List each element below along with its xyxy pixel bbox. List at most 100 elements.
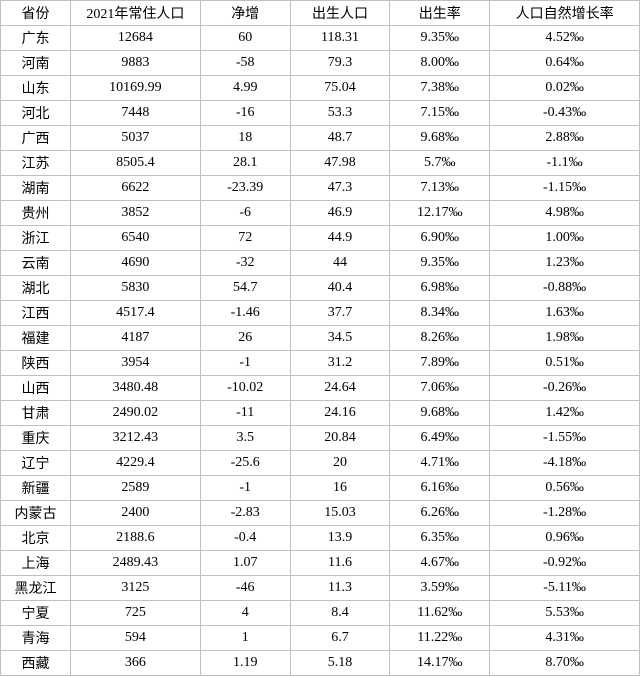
cell: -0.4 (200, 526, 290, 551)
cell: 7.13‰ (390, 176, 490, 201)
cell: 5830 (70, 276, 200, 301)
cell: 1.63‰ (490, 301, 640, 326)
cell: 7.38‰ (390, 76, 490, 101)
cell: 福建 (1, 326, 71, 351)
cell: 贵州 (1, 201, 71, 226)
cell: -1.46 (200, 301, 290, 326)
table-row: 湖北583054.740.46.98‰-0.88‰ (1, 276, 640, 301)
cell: 6.90‰ (390, 226, 490, 251)
table-row: 云南4690-32449.35‰1.23‰ (1, 251, 640, 276)
cell: 11.6 (290, 551, 390, 576)
cell: 1.07 (200, 551, 290, 576)
cell: 12.17‰ (390, 201, 490, 226)
cell: 湖北 (1, 276, 71, 301)
cell: 2188.6 (70, 526, 200, 551)
cell: 118.31 (290, 26, 390, 51)
cell: 重庆 (1, 426, 71, 451)
cell: 广东 (1, 26, 71, 51)
table-body: 广东1268460118.319.35‰4.52‰河南9883-5879.38.… (1, 26, 640, 676)
cell: 8.34‰ (390, 301, 490, 326)
table-row: 青海59416.711.22‰4.31‰ (1, 626, 640, 651)
cell: 8.4 (290, 601, 390, 626)
cell: 11.22‰ (390, 626, 490, 651)
cell: -16 (200, 101, 290, 126)
col-header-province: 省份 (1, 1, 71, 26)
table-row: 新疆2589-1166.16‰0.56‰ (1, 476, 640, 501)
cell: 24.16 (290, 401, 390, 426)
table-row: 贵州3852-646.912.17‰4.98‰ (1, 201, 640, 226)
cell: 1.42‰ (490, 401, 640, 426)
cell: 46.9 (290, 201, 390, 226)
cell: 44 (290, 251, 390, 276)
table-header-row: 省份 2021年常住人口 净增 出生人口 出生率 人口自然增长率 (1, 1, 640, 26)
cell: 云南 (1, 251, 71, 276)
cell: 16 (290, 476, 390, 501)
cell: -4.18‰ (490, 451, 640, 476)
cell: 9.35‰ (390, 26, 490, 51)
table-row: 内蒙古2400-2.8315.036.26‰-1.28‰ (1, 501, 640, 526)
table-row: 山东10169.994.9975.047.38‰0.02‰ (1, 76, 640, 101)
table-row: 广东1268460118.319.35‰4.52‰ (1, 26, 640, 51)
cell: 0.64‰ (490, 51, 640, 76)
cell: 54.7 (200, 276, 290, 301)
cell: 黑龙江 (1, 576, 71, 601)
cell: -0.26‰ (490, 376, 640, 401)
cell: 8505.4 (70, 151, 200, 176)
cell: 28.1 (200, 151, 290, 176)
cell: 山东 (1, 76, 71, 101)
cell: 26 (200, 326, 290, 351)
cell: 9883 (70, 51, 200, 76)
cell: 江西 (1, 301, 71, 326)
cell: 6.35‰ (390, 526, 490, 551)
cell: -6 (200, 201, 290, 226)
cell: 2489.43 (70, 551, 200, 576)
cell: 4.31‰ (490, 626, 640, 651)
cell: 9.35‰ (390, 251, 490, 276)
cell: 34.5 (290, 326, 390, 351)
cell: 53.3 (290, 101, 390, 126)
cell: 20 (290, 451, 390, 476)
cell: -11 (200, 401, 290, 426)
cell: 3.59‰ (390, 576, 490, 601)
cell: 3212.43 (70, 426, 200, 451)
cell: 4.71‰ (390, 451, 490, 476)
table-row: 黑龙江3125-4611.33.59‰-5.11‰ (1, 576, 640, 601)
cell: 2490.02 (70, 401, 200, 426)
cell: 4.98‰ (490, 201, 640, 226)
cell: 10169.99 (70, 76, 200, 101)
cell: -58 (200, 51, 290, 76)
cell: 1.98‰ (490, 326, 640, 351)
cell: 12684 (70, 26, 200, 51)
cell: 18 (200, 126, 290, 151)
cell: 7.15‰ (390, 101, 490, 126)
cell: 3852 (70, 201, 200, 226)
cell: 6.98‰ (390, 276, 490, 301)
cell: 甘肃 (1, 401, 71, 426)
table-row: 江苏8505.428.147.985.7‰-1.1‰ (1, 151, 640, 176)
cell: 0.96‰ (490, 526, 640, 551)
cell: 4517.4 (70, 301, 200, 326)
cell: 河北 (1, 101, 71, 126)
cell: 6622 (70, 176, 200, 201)
cell: -32 (200, 251, 290, 276)
cell: 5037 (70, 126, 200, 151)
cell: 4 (200, 601, 290, 626)
cell: 3480.48 (70, 376, 200, 401)
cell: -2.83 (200, 501, 290, 526)
cell: 新疆 (1, 476, 71, 501)
cell: -1.15‰ (490, 176, 640, 201)
cell: 6.26‰ (390, 501, 490, 526)
table-row: 上海2489.431.0711.64.67‰-0.92‰ (1, 551, 640, 576)
cell: 0.56‰ (490, 476, 640, 501)
cell: 内蒙古 (1, 501, 71, 526)
cell: 宁夏 (1, 601, 71, 626)
cell: 4.67‰ (390, 551, 490, 576)
cell: 0.02‰ (490, 76, 640, 101)
table-row: 北京2188.6-0.413.96.35‰0.96‰ (1, 526, 640, 551)
table-row: 辽宁4229.4-25.6204.71‰-4.18‰ (1, 451, 640, 476)
cell: 44.9 (290, 226, 390, 251)
cell: 辽宁 (1, 451, 71, 476)
cell: -5.11‰ (490, 576, 640, 601)
cell: 7.89‰ (390, 351, 490, 376)
table-row: 江西4517.4-1.4637.78.34‰1.63‰ (1, 301, 640, 326)
